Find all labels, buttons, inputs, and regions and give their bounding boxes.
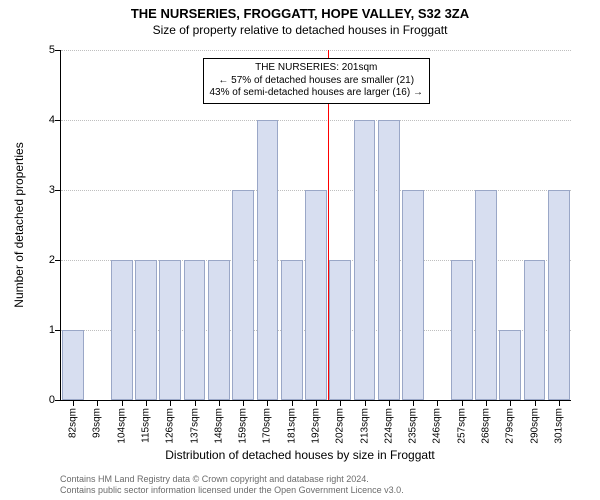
y-tick xyxy=(55,190,61,191)
x-tick-label: 301sqm xyxy=(553,408,564,444)
annotation-box: THE NURSERIES: 201sqm← 57% of detached h… xyxy=(203,58,430,104)
x-tick-label: 279sqm xyxy=(505,408,516,444)
gridline xyxy=(61,120,571,121)
bar xyxy=(281,260,303,400)
bar xyxy=(305,190,327,400)
x-tick xyxy=(510,400,511,406)
x-tick xyxy=(559,400,560,406)
x-tick-label: 224sqm xyxy=(383,408,394,444)
chart-subtitle: Size of property relative to detached ho… xyxy=(0,21,600,37)
y-tick xyxy=(55,260,61,261)
x-tick-label: 82sqm xyxy=(68,408,79,438)
x-tick xyxy=(292,400,293,406)
bar xyxy=(402,190,424,400)
bar xyxy=(208,260,230,400)
x-tick-label: 93sqm xyxy=(92,408,103,438)
annotation-line: ← 57% of detached houses are smaller (21… xyxy=(210,75,423,88)
y-tick xyxy=(55,330,61,331)
y-tick xyxy=(55,400,61,401)
bar xyxy=(378,120,400,400)
x-tick-label: 202sqm xyxy=(335,408,346,444)
x-tick-label: 104sqm xyxy=(116,408,127,444)
x-tick-label: 170sqm xyxy=(262,408,273,444)
x-tick xyxy=(146,400,147,406)
x-axis-label: Distribution of detached houses by size … xyxy=(0,448,600,462)
y-tick-label: 2 xyxy=(37,254,55,266)
x-tick-label: 235sqm xyxy=(408,408,419,444)
x-tick xyxy=(437,400,438,406)
x-tick xyxy=(365,400,366,406)
x-tick xyxy=(340,400,341,406)
bar xyxy=(451,260,473,400)
x-tick-label: 268sqm xyxy=(481,408,492,444)
plot-area: 01234582sqm93sqm104sqm115sqm126sqm137sqm… xyxy=(60,50,571,401)
footer-line-2: Contains public sector information licen… xyxy=(60,485,404,496)
footer-text: Contains HM Land Registry data © Crown c… xyxy=(60,474,404,496)
y-tick-label: 1 xyxy=(37,324,55,336)
x-tick xyxy=(267,400,268,406)
x-tick-label: 246sqm xyxy=(432,408,443,444)
bar xyxy=(548,190,570,400)
x-tick xyxy=(170,400,171,406)
chart-title: THE NURSERIES, FROGGATT, HOPE VALLEY, S3… xyxy=(0,0,600,21)
x-tick xyxy=(535,400,536,406)
x-tick-label: 213sqm xyxy=(359,408,370,444)
y-tick-label: 0 xyxy=(37,394,55,406)
x-tick xyxy=(316,400,317,406)
x-tick-label: 290sqm xyxy=(529,408,540,444)
x-tick xyxy=(122,400,123,406)
bar xyxy=(184,260,206,400)
bar xyxy=(111,260,133,400)
footer-line-1: Contains HM Land Registry data © Crown c… xyxy=(60,474,404,485)
gridline xyxy=(61,50,571,51)
bar xyxy=(475,190,497,400)
bar xyxy=(257,120,279,400)
x-tick xyxy=(97,400,98,406)
x-tick-label: 148sqm xyxy=(213,408,224,444)
x-tick-label: 159sqm xyxy=(238,408,249,444)
x-tick xyxy=(219,400,220,406)
chart-container: THE NURSERIES, FROGGATT, HOPE VALLEY, S3… xyxy=(0,0,600,500)
x-tick xyxy=(73,400,74,406)
bar xyxy=(62,330,84,400)
bar xyxy=(354,120,376,400)
x-tick xyxy=(486,400,487,406)
y-tick xyxy=(55,50,61,51)
x-tick xyxy=(243,400,244,406)
bar xyxy=(329,260,351,400)
bar xyxy=(135,260,157,400)
y-tick-label: 4 xyxy=(37,114,55,126)
x-tick xyxy=(462,400,463,406)
x-tick xyxy=(413,400,414,406)
bar xyxy=(524,260,546,400)
annotation-line: 43% of semi-detached houses are larger (… xyxy=(210,87,423,100)
y-tick-label: 5 xyxy=(37,44,55,56)
bar xyxy=(499,330,521,400)
x-tick-label: 137sqm xyxy=(189,408,200,444)
annotation-line: THE NURSERIES: 201sqm xyxy=(210,62,423,75)
x-tick xyxy=(195,400,196,406)
y-axis-label: Number of detached properties xyxy=(12,142,26,307)
x-tick xyxy=(389,400,390,406)
x-tick-label: 192sqm xyxy=(311,408,322,444)
y-tick xyxy=(55,120,61,121)
x-tick-label: 115sqm xyxy=(141,408,152,443)
x-tick-label: 181sqm xyxy=(286,408,297,444)
bar xyxy=(159,260,181,400)
bar xyxy=(232,190,254,400)
y-tick-label: 3 xyxy=(37,184,55,196)
x-tick-label: 257sqm xyxy=(456,408,467,444)
x-tick-label: 126sqm xyxy=(165,408,176,444)
